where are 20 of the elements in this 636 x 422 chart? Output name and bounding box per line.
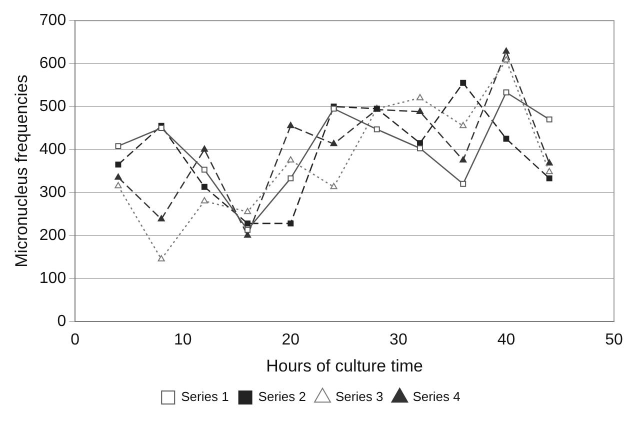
y-tick-label: 0 [57,312,66,330]
x-tick-label: 10 [174,331,192,348]
y-tick-label: 100 [39,270,66,287]
y-tick-label: 400 [39,140,66,158]
x-axis-title: Hours of culture time [266,356,423,376]
legend-label: Series 4 [412,389,460,404]
y-tick-label: 600 [39,54,66,72]
legend-label: Series 3 [336,389,384,404]
x-tick-label: 20 [282,331,300,348]
x-tick-label: 40 [497,331,516,348]
legend-label: Series 1 [181,389,229,404]
y-axis-title: Micronucleus frequencies [12,74,31,268]
y-tick-label: 700 [39,12,66,30]
legend-label: Series 2 [258,389,306,404]
x-tick-label: 50 [605,331,623,348]
x-tick-label: 30 [390,331,408,348]
y-tick-label: 300 [39,184,66,201]
y-tick-label: 200 [39,226,66,244]
y-tick-label: 500 [39,98,66,115]
x-tick-label: 0 [70,331,80,348]
